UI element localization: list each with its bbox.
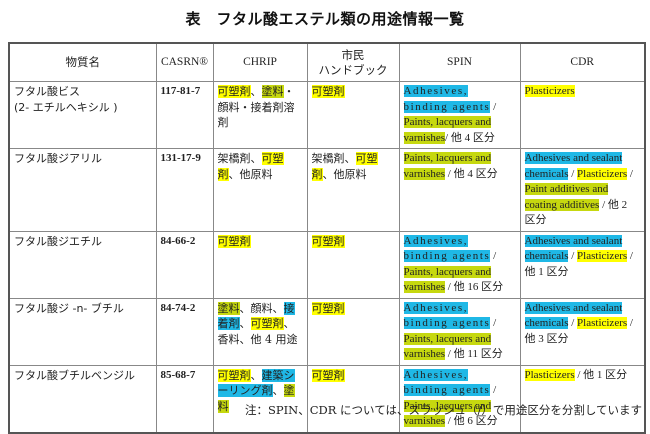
other-count: / 他 2 区分	[524, 198, 628, 227]
highlight-plasticizer: 可塑剤	[217, 234, 251, 248]
cdr-cell: Adhesives and sealant chemicals / Plasti…	[519, 148, 646, 232]
separator: /	[568, 250, 578, 262]
chrip-cell: 可塑剤、建築シーリング剤、塗料	[212, 364, 308, 433]
usage-text: 架橋剤、	[217, 152, 262, 165]
separator: /	[490, 250, 497, 262]
highlight-adhesives: Adhesives, binding agents	[403, 85, 491, 113]
separator: 、	[272, 384, 284, 397]
header-spin: SPIN	[398, 42, 521, 82]
casrn-cell: 84-74-2	[155, 297, 214, 366]
highlight-plasticizer: 可塑剤	[217, 85, 251, 98]
usage-text: 、他原料	[228, 167, 273, 181]
other-count: / 他 11 区分	[445, 348, 503, 360]
usage-text: 架橋剤、	[311, 152, 356, 165]
substance-name: フタル酸ジエチル	[8, 230, 157, 299]
highlight-adhesives: Adhesives, binding agents	[403, 234, 491, 262]
header-row: 物質名 CASRN® CHRIP 市民 ハンドブック SPIN CDR	[8, 42, 646, 82]
spin-cell: Adhesives, binding agents / Paints, lacq…	[398, 364, 521, 433]
chrip-cell: 可塑剤	[212, 230, 308, 299]
spin-cell: Adhesives, binding agents / Paints, lacq…	[398, 297, 521, 366]
highlight-plasticizer: 可塑剤	[250, 317, 284, 330]
separator: /	[490, 317, 497, 329]
table-row: フタル酸ビス (2- エチルヘキシル ) 117-81-7 可塑剤、塗料・顔料・…	[8, 81, 646, 149]
usage-text: 、他原料	[322, 167, 367, 181]
highlight-plasticizers: Plasticizers	[524, 368, 575, 381]
highlight-paint-additives: Paint additives and coating additives	[524, 183, 609, 211]
highlight-plasticizer: 可塑剤	[311, 301, 345, 315]
handbook-cell: 可塑剤	[306, 230, 400, 299]
usage-text: 、香料、他 4 用途	[217, 317, 298, 346]
other-count: / 他 3 区分	[524, 317, 633, 345]
other-count: / 他 4 区分	[445, 131, 495, 144]
handbook-cell: 可塑剤	[306, 364, 400, 433]
header-cdr: CDR	[519, 42, 646, 82]
other-count: / 他 4 区分	[445, 167, 498, 180]
header-chrip: CHRIP	[212, 42, 308, 82]
substance-name: フタル酸ブチルベンジル	[8, 364, 157, 433]
separator: /	[490, 100, 497, 113]
chrip-cell: 塗料、顔料、接着剤、可塑剤、香料、他 4 用途	[212, 297, 308, 366]
handbook-cell: 可塑剤	[306, 81, 400, 149]
other-count: / 他 1 区分	[574, 368, 628, 381]
separator: /	[490, 384, 497, 396]
highlight-plasticizers: Plasticizers	[577, 317, 628, 329]
highlight-plasticizers: Plasticizers	[577, 167, 628, 180]
casrn-cell: 84-66-2	[155, 230, 214, 299]
header-handbook-line1: 市民	[341, 47, 365, 62]
spin-cell: Paints, lacquers and varnishes / 他 4 区分	[398, 148, 521, 232]
highlight-adhesives: Adhesives, binding agents	[403, 368, 491, 396]
spin-cell: Adhesives, binding agents / Paints, lacq…	[398, 230, 521, 299]
casrn-cell: 85-68-7	[155, 364, 214, 433]
table-title: 表 フタル酸エステル類の用途情報一覧	[185, 10, 465, 28]
separator: 、	[239, 317, 251, 330]
highlight-plasticizer: 可塑剤	[311, 234, 345, 248]
substance-name: フタル酸ジ -n- ブチル	[8, 297, 157, 366]
highlight-plasticizers: Plasticizers	[577, 250, 628, 262]
other-count: / 他 16 区分	[445, 281, 504, 293]
highlight-adhesives: Adhesives, binding agents	[403, 301, 491, 329]
cdr-cell: Adhesives and sealant chemicals / Plasti…	[519, 297, 646, 366]
header-handbook: 市民 ハンドブック	[306, 42, 400, 82]
other-count: / 他 1 区分	[524, 250, 633, 278]
highlight-plasticizer: 可塑剤	[217, 368, 251, 382]
substance-name-line2: (2- エチルヘキシル )	[14, 100, 118, 114]
separator: 、	[250, 368, 262, 382]
spin-cell: Adhesives, binding agents / Paints, lacq…	[398, 81, 521, 149]
table-row: フタル酸ジ -n- ブチル 84-74-2 塗料、顔料、接着剤、可塑剤、香料、他…	[8, 297, 646, 366]
cdr-cell: Adhesives and sealant chemicals / Plasti…	[519, 230, 646, 299]
chrip-cell: 可塑剤、塗料・顔料・接着剤溶剤	[212, 81, 308, 149]
casrn-cell: 117-81-7	[155, 81, 214, 149]
other-count: / 他 6 区分	[445, 415, 498, 427]
highlight-paint: 塗料	[261, 85, 284, 98]
header-name: 物質名	[8, 42, 157, 82]
substance-name: フタル酸ビス (2- エチルヘキシル )	[8, 81, 157, 149]
highlight-plasticizer: 可塑剤	[311, 85, 345, 98]
substance-name-line1: フタル酸ビス	[14, 85, 80, 98]
separator: 、	[250, 85, 262, 98]
phthalate-usage-table: 物質名 CASRN® CHRIP 市民 ハンドブック SPIN CDR フタル酸…	[8, 42, 646, 434]
chrip-cell: 架橋剤、可塑剤、他原料	[212, 148, 308, 232]
header-handbook-line2: ハンドブック	[318, 62, 388, 77]
cdr-cell: Plasticizers / 他 1 区分	[519, 364, 646, 433]
substance-name: フタル酸ジアリル	[8, 148, 157, 232]
usage-text: 、顔料、	[239, 301, 284, 315]
cdr-cell: Plasticizers	[519, 81, 646, 149]
table-footnote: 注：SPIN、CDR については、スラッシュ（/）で用途区分を分割しています	[244, 403, 642, 417]
handbook-cell: 可塑剤	[306, 297, 400, 366]
separator: /	[627, 167, 633, 180]
header-casrn: CASRN®	[155, 42, 214, 82]
table-row: フタル酸ブチルベンジル 85-68-7 可塑剤、建築シーリング剤、塗料 可塑剤 …	[8, 364, 646, 433]
usage-text: ・顔料・接着剤溶剤	[217, 85, 295, 129]
separator: /	[568, 317, 578, 329]
highlight-plasticizer: 可塑剤	[311, 368, 345, 382]
separator: /	[568, 167, 578, 180]
highlight-plasticizers: Plasticizers	[524, 85, 575, 97]
handbook-cell: 架橋剤、可塑剤、他原料	[306, 148, 400, 232]
casrn-cell: 131-17-9	[155, 148, 214, 232]
highlight-paint: 塗料	[217, 301, 240, 315]
table-row: フタル酸ジエチル 84-66-2 可塑剤 可塑剤 Adhesives, bind…	[8, 230, 646, 299]
table-row: フタル酸ジアリル 131-17-9 架橋剤、可塑剤、他原料 架橋剤、可塑剤、他原…	[8, 148, 646, 232]
